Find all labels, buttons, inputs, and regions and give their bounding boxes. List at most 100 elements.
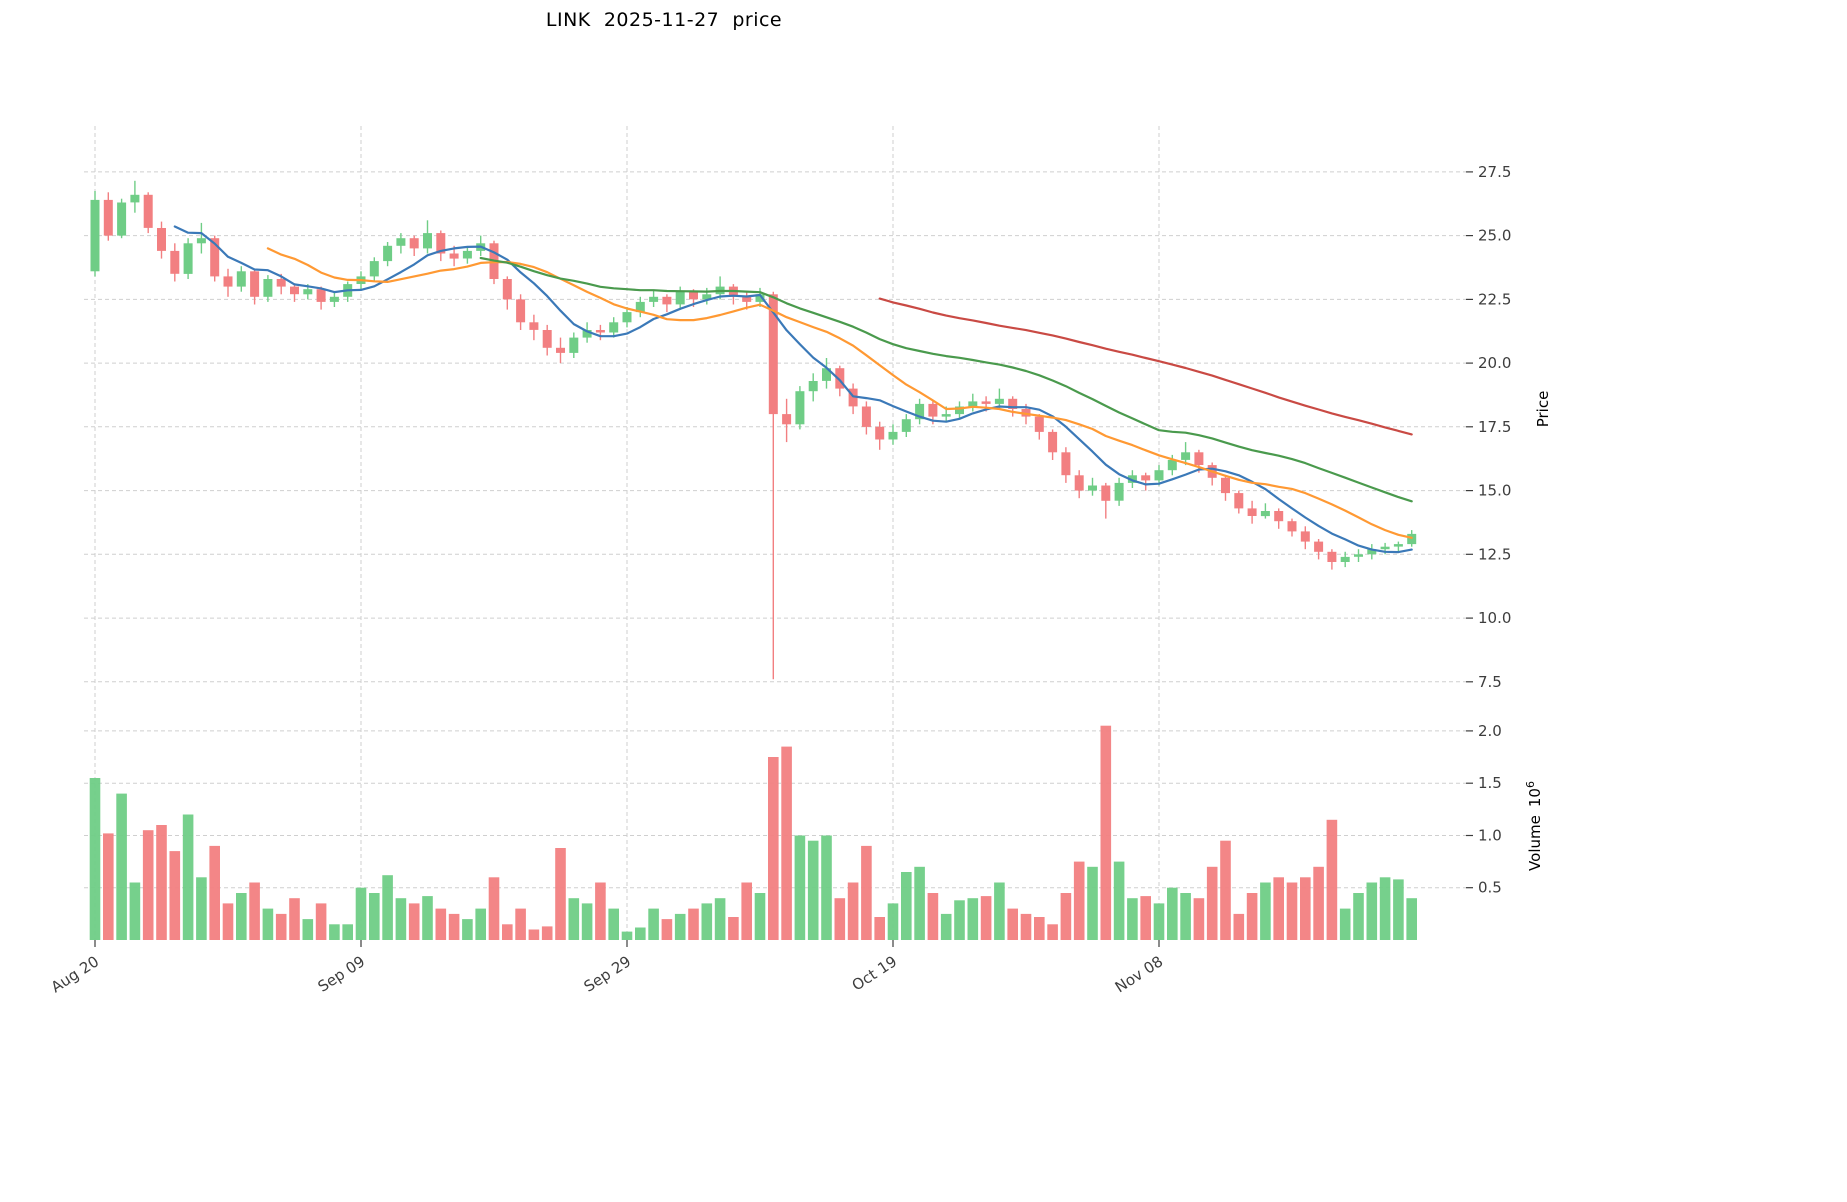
price-tick-label: 12.5 — [1478, 545, 1511, 563]
volume-bar — [502, 924, 513, 940]
candle-body — [516, 299, 526, 323]
volume-bar — [1140, 896, 1151, 940]
volume-bar — [515, 908, 526, 940]
date-tick-label: Nov 08 — [1112, 952, 1166, 996]
candle-body — [1048, 431, 1058, 453]
candle-body — [210, 238, 220, 277]
candle-body — [396, 238, 406, 246]
candle-body — [542, 330, 552, 348]
candle-body — [1221, 477, 1230, 494]
candle-body — [1274, 511, 1284, 522]
candle-body — [502, 279, 512, 300]
volume-bar — [116, 793, 127, 940]
ma60-line — [878, 297, 1413, 436]
candle-body — [183, 243, 193, 274]
volume-axis-unit-base: 10 — [1526, 788, 1544, 808]
volume-bar — [901, 872, 912, 940]
volume-axis-unit-exponent: 6 — [1524, 781, 1537, 789]
candle-body — [595, 330, 605, 333]
volume-bar — [182, 814, 194, 940]
candle-body — [1167, 460, 1177, 471]
candle-body — [662, 296, 672, 305]
candle-body — [1260, 511, 1270, 517]
candle-body — [409, 238, 419, 249]
volume-bar — [1406, 898, 1417, 940]
volume-bar — [1087, 866, 1098, 940]
candle-body — [875, 426, 885, 440]
volume-bar — [635, 927, 646, 940]
volume-bar — [701, 903, 713, 940]
volume-bar — [289, 898, 300, 940]
candle-body — [1234, 493, 1244, 509]
volume-tick-label: 2.0 — [1478, 722, 1502, 740]
volume-bar — [329, 924, 340, 940]
candle-body — [449, 253, 459, 259]
volume-bar — [940, 913, 952, 940]
price-tick-label: 22.5 — [1478, 290, 1511, 308]
candle-body — [968, 401, 978, 407]
volume-bar — [1260, 882, 1271, 940]
volume-bar — [754, 893, 766, 940]
candle-body — [649, 296, 659, 302]
candle-body — [1034, 416, 1044, 432]
candle-body — [290, 286, 299, 295]
volume-bar — [169, 851, 181, 940]
volume-bar — [714, 898, 726, 940]
price-tick-label: 17.5 — [1478, 418, 1511, 436]
candle-body — [1407, 533, 1417, 545]
candle-body — [848, 388, 858, 407]
candle-body — [835, 368, 845, 389]
candle-body — [90, 199, 100, 272]
candle-body — [1061, 452, 1071, 476]
volume-bar — [315, 903, 327, 940]
price-tick-label: 27.5 — [1478, 163, 1511, 181]
volume-bar — [1167, 887, 1178, 940]
volume-bar — [980, 896, 992, 940]
candle-body — [1340, 556, 1350, 562]
price-tick-label: 10.0 — [1478, 609, 1511, 627]
volume-bar — [741, 882, 752, 940]
volume-bar — [1206, 866, 1218, 940]
volume-bar — [249, 882, 260, 940]
candle-body — [742, 296, 752, 302]
candle-body — [569, 337, 579, 353]
volume-axis-label-text: Volume — [1526, 815, 1544, 871]
volume-bar — [1233, 913, 1245, 940]
volume-axis-label: Volume 106 — [1524, 781, 1544, 871]
volume-bar — [1193, 898, 1205, 940]
candle-body — [928, 403, 938, 417]
candle-body — [117, 202, 127, 236]
candle-body — [1354, 554, 1363, 557]
candle-body — [582, 330, 592, 338]
candle-body — [250, 271, 260, 297]
volume-bar — [342, 924, 353, 940]
candle-body — [1114, 482, 1124, 501]
volume-bar — [874, 917, 885, 940]
volume-bar — [422, 896, 433, 940]
candle-body — [236, 271, 246, 287]
volume-bar — [435, 908, 447, 940]
volume-bar — [236, 893, 247, 940]
candle-body — [955, 406, 964, 415]
candle-body — [383, 245, 393, 262]
volume-bar — [1313, 866, 1324, 940]
candle-body — [1367, 549, 1377, 555]
volume-bar — [1153, 903, 1165, 940]
volume-bar — [1286, 882, 1298, 940]
date-tick-label: Sep 09 — [315, 952, 369, 995]
candle-body — [316, 289, 326, 302]
volume-bar — [688, 908, 699, 940]
volume-bar — [568, 898, 580, 940]
candle-body — [436, 233, 446, 254]
candle-body — [462, 250, 472, 259]
volume-bar — [847, 882, 859, 940]
candle-body — [822, 368, 831, 381]
candle-body — [170, 250, 180, 274]
volume-bar — [1393, 879, 1404, 940]
candle-body — [423, 233, 432, 249]
volume-bar — [1047, 924, 1058, 940]
candle-body — [768, 294, 778, 415]
volume-bar — [369, 893, 380, 940]
candle-body — [529, 322, 539, 330]
volume-bar — [768, 757, 779, 940]
